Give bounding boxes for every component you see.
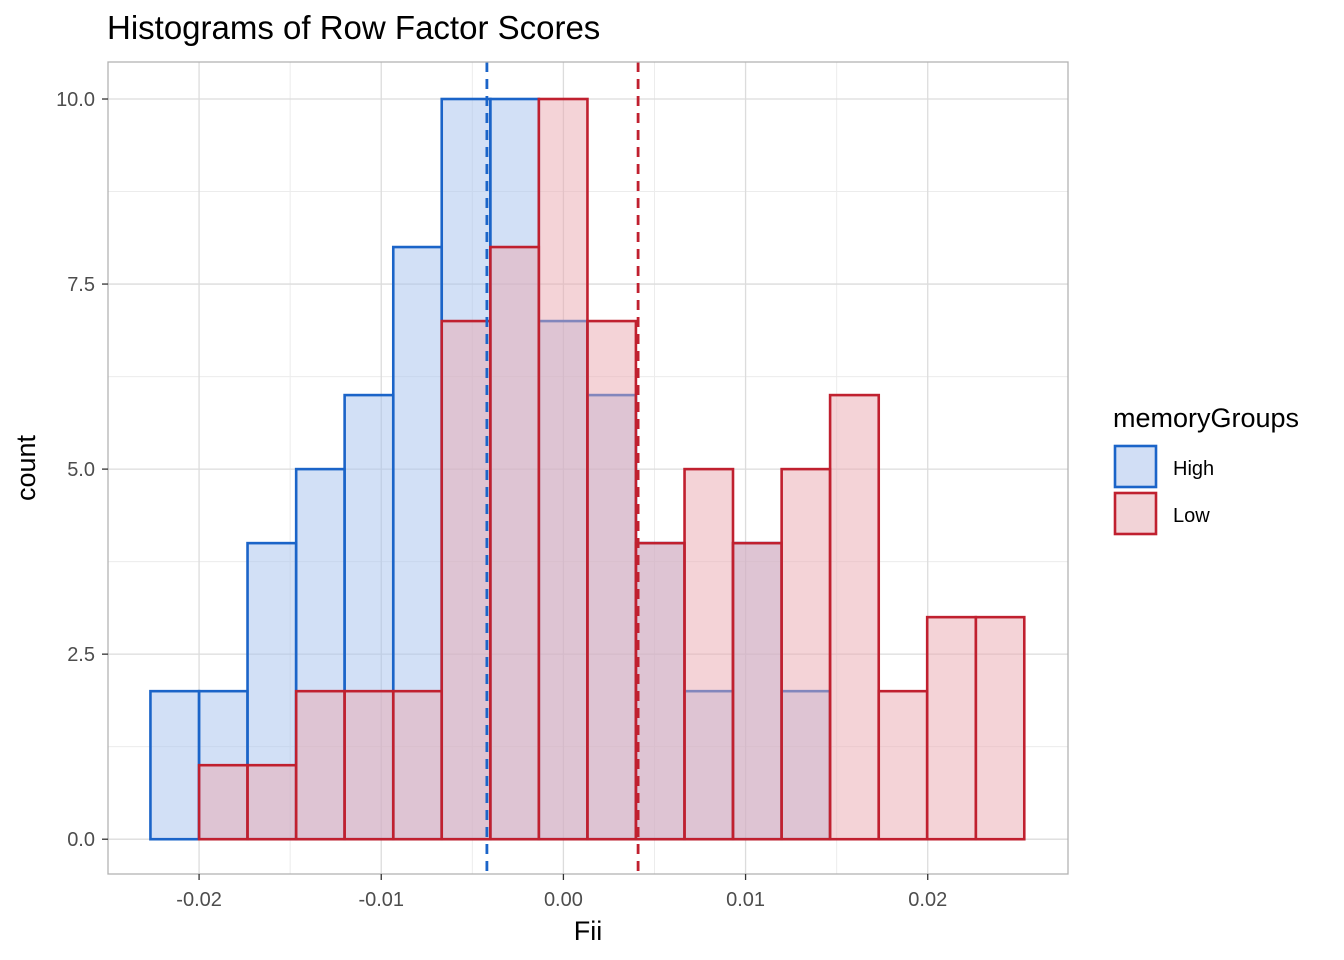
bar-low xyxy=(780,467,832,841)
bar-low xyxy=(828,393,881,841)
x-axis-title: Fii xyxy=(574,916,603,946)
x-tick-label: -0.02 xyxy=(176,889,222,911)
bar-low xyxy=(586,319,638,841)
x-tick-label: 0.02 xyxy=(908,889,947,911)
bar-low xyxy=(246,763,298,841)
bar-low xyxy=(683,467,735,841)
bar-low xyxy=(925,615,978,841)
legend-label-low: Low xyxy=(1173,505,1210,527)
bar-high xyxy=(149,689,201,841)
y-tick-label: 0.0 xyxy=(67,829,95,851)
bar-low xyxy=(343,689,395,841)
bar-low xyxy=(877,689,929,841)
x-tick-label: -0.01 xyxy=(358,889,404,911)
bar-low xyxy=(197,763,249,841)
bar-low xyxy=(974,615,1026,841)
plot-border xyxy=(107,61,1069,875)
y-axis-title: count xyxy=(11,434,41,501)
y-tick-label: 7.5 xyxy=(67,274,95,296)
bar-low xyxy=(731,541,783,841)
bar-low xyxy=(391,689,444,841)
legend-label-high: High xyxy=(1173,458,1214,480)
x-tick-label: 0.01 xyxy=(726,889,765,911)
legend: memoryGroups High Low xyxy=(1113,403,1299,536)
bar-low xyxy=(489,245,541,841)
legend-key-high xyxy=(1113,444,1158,489)
y-axis: 0.0 2.5 5.0 7.5 10.0 xyxy=(56,89,108,851)
chart-title: Histograms of Row Factor Scores xyxy=(107,9,600,46)
bar-low xyxy=(634,541,686,841)
bar-low xyxy=(294,689,346,841)
y-tick-label: 5.0 xyxy=(67,459,95,481)
x-tick-label: 0.00 xyxy=(544,889,583,911)
legend-title: memoryGroups xyxy=(1113,403,1299,433)
series-low-bars xyxy=(197,97,1026,841)
bar-low xyxy=(537,97,589,841)
bar-low xyxy=(440,319,492,841)
x-axis: -0.02 -0.01 0.00 0.01 0.02 xyxy=(176,874,947,911)
y-tick-label: 2.5 xyxy=(67,644,95,666)
legend-key-low xyxy=(1113,491,1158,536)
y-tick-label: 10.0 xyxy=(56,89,95,111)
